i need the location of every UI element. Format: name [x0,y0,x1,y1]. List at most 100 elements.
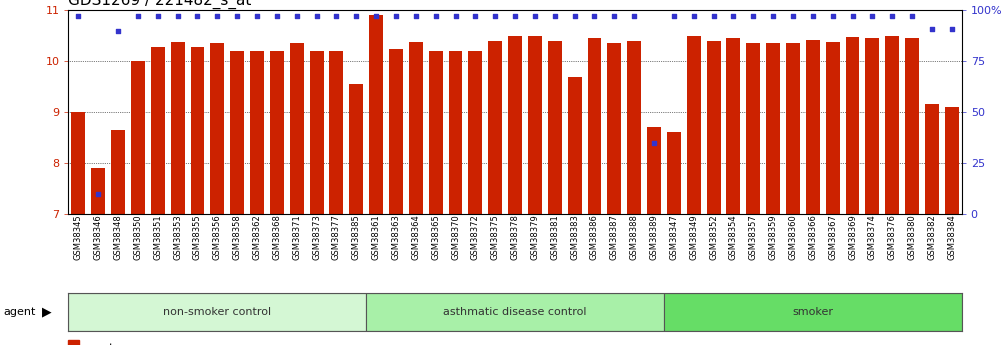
Text: GSM38378: GSM38378 [511,214,520,260]
Point [91,191,107,196]
Text: GSM38353: GSM38353 [173,214,182,260]
Text: GSM38362: GSM38362 [253,214,262,260]
Text: GSM38356: GSM38356 [212,214,222,260]
Bar [925,105,939,214]
Text: GSM38388: GSM38388 [629,214,638,260]
Text: GSM38348: GSM38348 [114,214,123,260]
Text: GSM38364: GSM38364 [411,214,420,260]
Text: GSM38350: GSM38350 [134,214,142,259]
Text: GSM38363: GSM38363 [392,214,401,260]
Bar [329,51,343,214]
Point [606,14,622,19]
FancyBboxPatch shape [68,293,367,331]
Text: GSM38382: GSM38382 [927,214,937,260]
Point [130,14,146,19]
Point [408,14,424,19]
Point [884,14,900,19]
Bar [290,43,304,214]
Bar [945,107,959,214]
Bar [806,40,820,214]
Point [169,14,185,19]
Text: GSM38383: GSM38383 [570,214,579,260]
Point [428,14,444,19]
Bar [231,51,244,214]
Point [487,14,504,19]
Bar [687,36,701,214]
Bar [627,41,641,214]
Bar [429,51,443,214]
Bar [587,38,601,214]
Point [825,14,841,19]
Bar [68,340,79,345]
Bar [548,41,562,214]
Text: GSM38357: GSM38357 [749,214,758,260]
Bar [746,43,760,214]
Text: GSM38380: GSM38380 [907,214,916,260]
Bar [270,51,284,214]
Text: GSM38371: GSM38371 [292,214,301,260]
Text: asthmatic disease control: asthmatic disease control [443,307,587,317]
Text: GSM38361: GSM38361 [372,214,381,260]
Text: GSM38389: GSM38389 [650,214,659,260]
Bar [865,38,879,214]
Point [864,14,880,19]
Text: GSM38351: GSM38351 [153,214,162,259]
Point [269,14,285,19]
Bar [528,36,542,214]
Bar [488,41,502,214]
Bar [826,42,840,214]
Point [944,26,960,31]
Point [666,14,682,19]
Bar [250,51,264,214]
Bar [726,38,740,214]
Point [507,14,524,19]
Text: GSM38372: GSM38372 [471,214,480,260]
Point [725,14,741,19]
Text: GSM38349: GSM38349 [689,214,698,259]
Point [645,140,662,146]
Text: ▶: ▶ [42,306,52,319]
Text: GSM38384: GSM38384 [948,214,957,260]
Point [784,14,801,19]
Point [586,14,602,19]
FancyBboxPatch shape [367,293,664,331]
Text: GSM38370: GSM38370 [451,214,460,260]
Bar [71,112,86,214]
Point [70,14,87,19]
Bar [190,47,204,214]
Point [388,14,404,19]
Point [348,14,365,19]
Text: GSM38375: GSM38375 [490,214,499,260]
Point [686,14,702,19]
Text: GSM38359: GSM38359 [768,214,777,259]
Text: agent: agent [3,307,35,317]
Text: non-smoker control: non-smoker control [163,307,272,317]
Text: GSM38376: GSM38376 [888,214,896,260]
Text: GSM38379: GSM38379 [531,214,540,260]
Bar [468,51,482,214]
Point [230,14,246,19]
Text: GSM38358: GSM38358 [233,214,242,260]
Point [547,14,563,19]
Point [765,14,781,19]
Point [527,14,543,19]
Point [845,14,861,19]
Text: GSM38346: GSM38346 [94,214,103,260]
Bar [607,43,621,214]
Point [805,14,821,19]
Text: GSM38352: GSM38352 [709,214,718,259]
Point [249,14,265,19]
Text: GSM38385: GSM38385 [351,214,361,260]
Text: GSM38366: GSM38366 [809,214,818,260]
FancyBboxPatch shape [664,293,962,331]
Point [626,14,642,19]
Point [904,14,920,19]
Point [110,28,126,33]
Bar [309,51,323,214]
Text: count: count [83,344,114,345]
Text: GSM38373: GSM38373 [312,214,321,260]
Point [150,14,166,19]
Point [447,14,463,19]
Bar [151,47,165,214]
Bar [786,43,800,214]
